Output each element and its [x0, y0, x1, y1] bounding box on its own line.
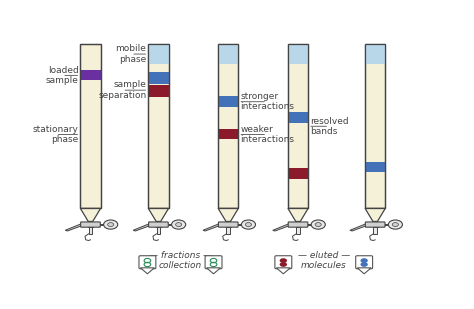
- Circle shape: [280, 262, 287, 267]
- Polygon shape: [65, 224, 82, 231]
- FancyBboxPatch shape: [356, 256, 373, 269]
- Bar: [218, 44, 238, 64]
- Bar: [288, 168, 308, 179]
- Circle shape: [280, 258, 287, 263]
- Text: resolved
bands: resolved bands: [310, 116, 348, 136]
- Text: stationary
phase: stationary phase: [33, 125, 79, 144]
- Polygon shape: [365, 208, 385, 222]
- FancyBboxPatch shape: [288, 222, 308, 227]
- Bar: [81, 70, 100, 80]
- Polygon shape: [81, 208, 100, 222]
- Text: weaker
interactions: weaker interactions: [240, 125, 294, 144]
- Bar: [148, 85, 169, 97]
- Polygon shape: [140, 268, 155, 274]
- Bar: [307, 224, 318, 226]
- Bar: [296, 222, 301, 227]
- Bar: [288, 44, 308, 64]
- Bar: [167, 224, 179, 226]
- Circle shape: [241, 220, 255, 229]
- Circle shape: [104, 220, 118, 229]
- FancyBboxPatch shape: [149, 222, 168, 227]
- Bar: [218, 96, 238, 107]
- FancyBboxPatch shape: [219, 222, 238, 227]
- FancyBboxPatch shape: [275, 256, 292, 269]
- Polygon shape: [133, 224, 150, 231]
- Polygon shape: [288, 208, 308, 222]
- Bar: [365, 44, 385, 64]
- Text: — eluted —
molecules: — eluted — molecules: [298, 251, 350, 270]
- Circle shape: [360, 262, 368, 267]
- Bar: [288, 44, 308, 208]
- FancyBboxPatch shape: [81, 222, 100, 227]
- Bar: [156, 222, 161, 227]
- Bar: [365, 162, 385, 172]
- Bar: [237, 224, 248, 226]
- Bar: [365, 44, 385, 208]
- FancyBboxPatch shape: [139, 256, 156, 269]
- Bar: [100, 224, 110, 226]
- Bar: [384, 224, 395, 226]
- Bar: [365, 44, 385, 208]
- Circle shape: [315, 222, 321, 226]
- Bar: [218, 44, 238, 208]
- Circle shape: [388, 220, 402, 229]
- Polygon shape: [148, 208, 169, 222]
- Polygon shape: [350, 224, 367, 231]
- Bar: [148, 72, 169, 84]
- Bar: [288, 44, 308, 208]
- Bar: [89, 227, 92, 234]
- Text: — fractions —
collection: — fractions — collection: [149, 251, 212, 270]
- Bar: [81, 44, 100, 208]
- Bar: [88, 222, 93, 227]
- Bar: [81, 44, 100, 208]
- Bar: [227, 227, 230, 234]
- Bar: [288, 112, 308, 123]
- Bar: [148, 44, 169, 208]
- Bar: [218, 44, 238, 208]
- Bar: [218, 129, 238, 139]
- Circle shape: [172, 220, 186, 229]
- Circle shape: [311, 220, 325, 229]
- Polygon shape: [207, 268, 220, 274]
- FancyBboxPatch shape: [365, 222, 385, 227]
- Circle shape: [246, 222, 252, 226]
- Text: stronger
interactions: stronger interactions: [240, 92, 294, 111]
- Bar: [148, 44, 169, 208]
- Bar: [296, 227, 300, 234]
- Polygon shape: [273, 224, 290, 231]
- Text: loaded
sample: loaded sample: [46, 66, 79, 85]
- FancyBboxPatch shape: [205, 256, 222, 269]
- Bar: [156, 227, 160, 234]
- Circle shape: [392, 222, 399, 226]
- Circle shape: [175, 222, 182, 226]
- Polygon shape: [203, 224, 220, 231]
- Bar: [226, 222, 231, 227]
- Bar: [148, 44, 169, 64]
- Polygon shape: [276, 268, 290, 274]
- Bar: [374, 227, 377, 234]
- Text: sample
separation: sample separation: [98, 80, 146, 100]
- Polygon shape: [357, 268, 371, 274]
- Circle shape: [360, 258, 368, 263]
- Bar: [373, 222, 378, 227]
- Text: mobile
phase: mobile phase: [116, 44, 146, 64]
- Circle shape: [108, 222, 114, 226]
- Polygon shape: [218, 208, 238, 222]
